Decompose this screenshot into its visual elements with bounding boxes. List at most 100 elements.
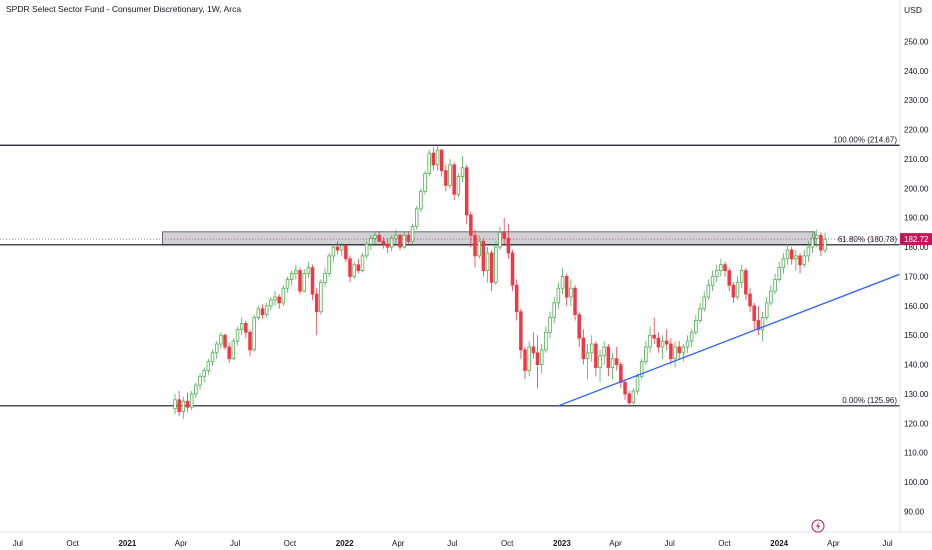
candle[interactable] bbox=[198, 373, 202, 390]
candle[interactable] bbox=[594, 341, 598, 377]
candle[interactable] bbox=[227, 342, 231, 364]
candle[interactable] bbox=[298, 267, 302, 295]
candle[interactable] bbox=[656, 332, 661, 353]
candle[interactable] bbox=[710, 270, 715, 292]
candle[interactable] bbox=[185, 392, 190, 412]
candle[interactable] bbox=[477, 235, 481, 259]
candle[interactable] bbox=[264, 302, 269, 318]
candle[interactable] bbox=[648, 326, 652, 353]
candle[interactable] bbox=[394, 229, 398, 245]
candle[interactable] bbox=[269, 297, 273, 311]
candle[interactable] bbox=[319, 279, 323, 315]
candle[interactable] bbox=[173, 393, 177, 415]
candle[interactable] bbox=[573, 285, 577, 321]
candle[interactable] bbox=[748, 288, 752, 312]
candle[interactable] bbox=[560, 267, 565, 295]
candle[interactable] bbox=[281, 285, 286, 306]
candle[interactable] bbox=[635, 373, 640, 394]
candle[interactable] bbox=[452, 161, 456, 201]
candle[interactable] bbox=[373, 232, 377, 245]
candle[interactable] bbox=[794, 250, 798, 271]
candle[interactable] bbox=[631, 388, 636, 405]
candle[interactable] bbox=[419, 188, 423, 212]
candle[interactable] bbox=[189, 391, 194, 411]
candle[interactable] bbox=[331, 244, 336, 262]
support-trendline[interactable] bbox=[558, 273, 901, 407]
candle[interactable] bbox=[327, 252, 331, 277]
candle[interactable] bbox=[785, 244, 790, 265]
candle[interactable] bbox=[623, 379, 627, 400]
candle[interactable] bbox=[569, 279, 573, 306]
candle[interactable] bbox=[752, 302, 756, 330]
candle[interactable] bbox=[460, 156, 465, 183]
lightning-icon[interactable] bbox=[811, 519, 825, 533]
candle[interactable] bbox=[589, 335, 594, 362]
candle[interactable] bbox=[260, 304, 265, 320]
candle[interactable] bbox=[431, 147, 436, 171]
candle[interactable] bbox=[448, 158, 452, 189]
candle[interactable] bbox=[206, 358, 211, 375]
candle[interactable] bbox=[731, 282, 736, 303]
candle[interactable] bbox=[219, 332, 223, 349]
candle[interactable] bbox=[544, 326, 548, 353]
candle[interactable] bbox=[523, 346, 527, 380]
candle[interactable] bbox=[239, 317, 244, 336]
candle[interactable] bbox=[498, 226, 502, 251]
candle[interactable] bbox=[252, 314, 256, 352]
candle[interactable] bbox=[614, 346, 619, 371]
candle[interactable] bbox=[744, 267, 748, 300]
candle[interactable] bbox=[439, 148, 444, 177]
candle[interactable] bbox=[398, 233, 402, 251]
candle[interactable] bbox=[581, 329, 586, 365]
candle[interactable] bbox=[231, 338, 236, 361]
candle[interactable] bbox=[406, 232, 411, 245]
candle[interactable] bbox=[256, 305, 261, 321]
candle[interactable] bbox=[389, 235, 394, 252]
candle[interactable] bbox=[360, 252, 365, 273]
candle[interactable] bbox=[385, 238, 390, 253]
resistance-zone-rect[interactable] bbox=[162, 231, 816, 246]
candle[interactable] bbox=[689, 329, 694, 347]
candle[interactable] bbox=[485, 247, 490, 283]
candle[interactable] bbox=[660, 335, 665, 359]
candle[interactable] bbox=[348, 255, 352, 283]
candle[interactable] bbox=[577, 311, 581, 347]
candle[interactable] bbox=[181, 396, 186, 419]
candle[interactable] bbox=[681, 344, 686, 362]
candle[interactable] bbox=[202, 367, 206, 383]
candle[interactable] bbox=[464, 164, 469, 224]
candle[interactable] bbox=[706, 279, 711, 300]
candle[interactable] bbox=[814, 229, 819, 248]
candle[interactable] bbox=[823, 232, 827, 253]
candle[interactable] bbox=[789, 247, 794, 265]
candle[interactable] bbox=[527, 341, 531, 377]
candle[interactable] bbox=[664, 329, 669, 350]
candle[interactable] bbox=[473, 229, 477, 268]
candle[interactable] bbox=[289, 270, 294, 286]
candle[interactable] bbox=[414, 205, 419, 230]
candle[interactable] bbox=[627, 391, 631, 406]
candle[interactable] bbox=[760, 311, 765, 342]
candle[interactable] bbox=[352, 261, 356, 280]
candle[interactable] bbox=[777, 261, 781, 283]
candle[interactable] bbox=[714, 264, 719, 283]
candle[interactable] bbox=[510, 250, 515, 292]
candle[interactable] bbox=[356, 258, 361, 274]
candle[interactable] bbox=[285, 276, 290, 293]
candle[interactable] bbox=[377, 230, 381, 243]
candle[interactable] bbox=[502, 217, 506, 245]
candle[interactable] bbox=[556, 282, 561, 309]
candle[interactable] bbox=[489, 250, 494, 292]
candle[interactable] bbox=[652, 317, 656, 345]
candle[interactable] bbox=[194, 382, 198, 399]
candle[interactable] bbox=[602, 341, 606, 365]
candle[interactable] bbox=[364, 241, 369, 259]
candle[interactable] bbox=[781, 252, 786, 274]
candle[interactable] bbox=[210, 349, 215, 367]
candle[interactable] bbox=[302, 269, 306, 293]
candle[interactable] bbox=[702, 291, 706, 312]
candle[interactable] bbox=[469, 211, 473, 248]
candle[interactable] bbox=[339, 242, 344, 256]
candle[interactable] bbox=[694, 314, 698, 336]
candle[interactable] bbox=[564, 273, 569, 306]
